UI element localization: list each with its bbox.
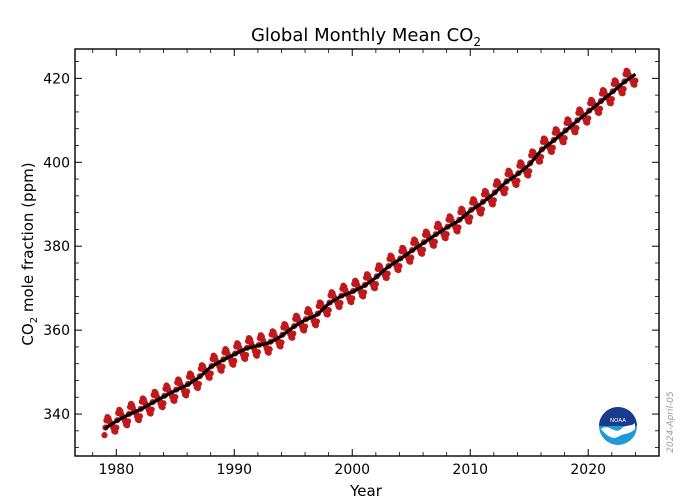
monthly-point xyxy=(183,388,191,395)
chart-title: Global Monthly Mean CO2 xyxy=(251,25,481,49)
monthly-point xyxy=(596,105,604,112)
y-axis-title: CO2 mole fraction (ppm) xyxy=(19,162,40,345)
y-tick-label: 400 xyxy=(43,155,70,171)
monthly-point xyxy=(136,413,143,420)
monthly-point xyxy=(231,357,238,364)
monthly-point xyxy=(443,231,450,238)
monthly-point xyxy=(266,346,273,353)
y-axis-title-subscript: 2 xyxy=(29,317,40,323)
monthly-point xyxy=(360,289,368,296)
monthly-point xyxy=(608,95,615,103)
monthly-point xyxy=(514,177,521,184)
monthly-point xyxy=(254,348,261,356)
monthly-point xyxy=(561,134,568,142)
monthly-point xyxy=(455,224,462,231)
monthly-point xyxy=(585,115,592,122)
monthly-point xyxy=(219,363,226,370)
monthly-point xyxy=(396,262,403,270)
monthly-point xyxy=(337,299,344,307)
monthly-point xyxy=(172,393,179,401)
monthly-point xyxy=(573,124,580,132)
monthly-point xyxy=(419,246,427,253)
x-tick-label: 1980 xyxy=(98,462,134,478)
monthly-point xyxy=(431,238,438,245)
data-series xyxy=(101,67,639,439)
x-tick-label: 2020 xyxy=(570,462,606,478)
plot-frame xyxy=(74,48,660,457)
monthly-point xyxy=(632,77,639,84)
monthly-point xyxy=(242,351,250,359)
monthly-point xyxy=(160,400,167,407)
axis-tick-labels: 1980 1990 2000 2010 2020 340 360 380 400 420 xyxy=(43,71,606,478)
x-tick-label: 2000 xyxy=(334,462,370,478)
monthly-point xyxy=(536,158,544,165)
x-axis-title: Year xyxy=(349,482,383,500)
x-tick-label: 1990 xyxy=(216,462,252,478)
monthly-point xyxy=(313,318,320,325)
noaa-bird-icon xyxy=(601,423,635,438)
monthly-point xyxy=(620,85,627,93)
monthly-point xyxy=(502,185,509,192)
monthly-point xyxy=(290,330,297,337)
monthly-point xyxy=(101,432,108,439)
monthly-point xyxy=(207,370,214,377)
monthly-point xyxy=(113,424,120,431)
noaa-logo-text: NOAA xyxy=(610,418,626,424)
date-stamp: 2024-April-05 xyxy=(666,391,676,453)
monthly-point xyxy=(278,339,285,346)
y-tick-label: 340 xyxy=(43,407,70,423)
monthly-point xyxy=(467,214,474,221)
monthly-point xyxy=(195,380,202,388)
chart-title-subscript: 2 xyxy=(473,35,481,49)
noaa-logo: NOAA xyxy=(599,407,637,445)
noaa-logo-upper xyxy=(599,407,637,426)
monthly-point xyxy=(526,168,533,175)
trend-line xyxy=(103,72,637,431)
monthly-point xyxy=(301,323,309,330)
monthly-mean-series xyxy=(101,67,639,439)
monthly-point xyxy=(325,307,332,314)
monthly-point xyxy=(408,254,415,261)
y-tick-label: 420 xyxy=(43,71,70,87)
x-tick-label: 2010 xyxy=(452,462,488,478)
monthly-point xyxy=(490,197,497,204)
y-tick-label: 360 xyxy=(43,323,70,339)
monthly-point xyxy=(372,280,379,288)
monthly-point xyxy=(124,418,132,425)
y-tick-label: 380 xyxy=(43,239,70,255)
monthly-point xyxy=(349,295,356,302)
monthly-point xyxy=(537,153,545,161)
monthly-point xyxy=(384,270,391,277)
monthly-point xyxy=(148,406,155,413)
monthly-point xyxy=(478,206,486,213)
monthly-point xyxy=(549,144,556,151)
